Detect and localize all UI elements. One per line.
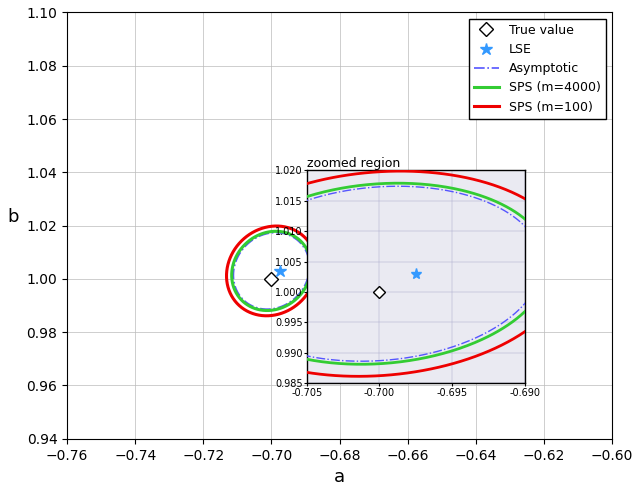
X-axis label: a: a xyxy=(334,468,345,486)
Legend: True value, LSE, Asymptotic, SPS (m=4000), SPS (m=100): True value, LSE, Asymptotic, SPS (m=4000… xyxy=(468,19,605,119)
Y-axis label: b: b xyxy=(7,208,19,226)
